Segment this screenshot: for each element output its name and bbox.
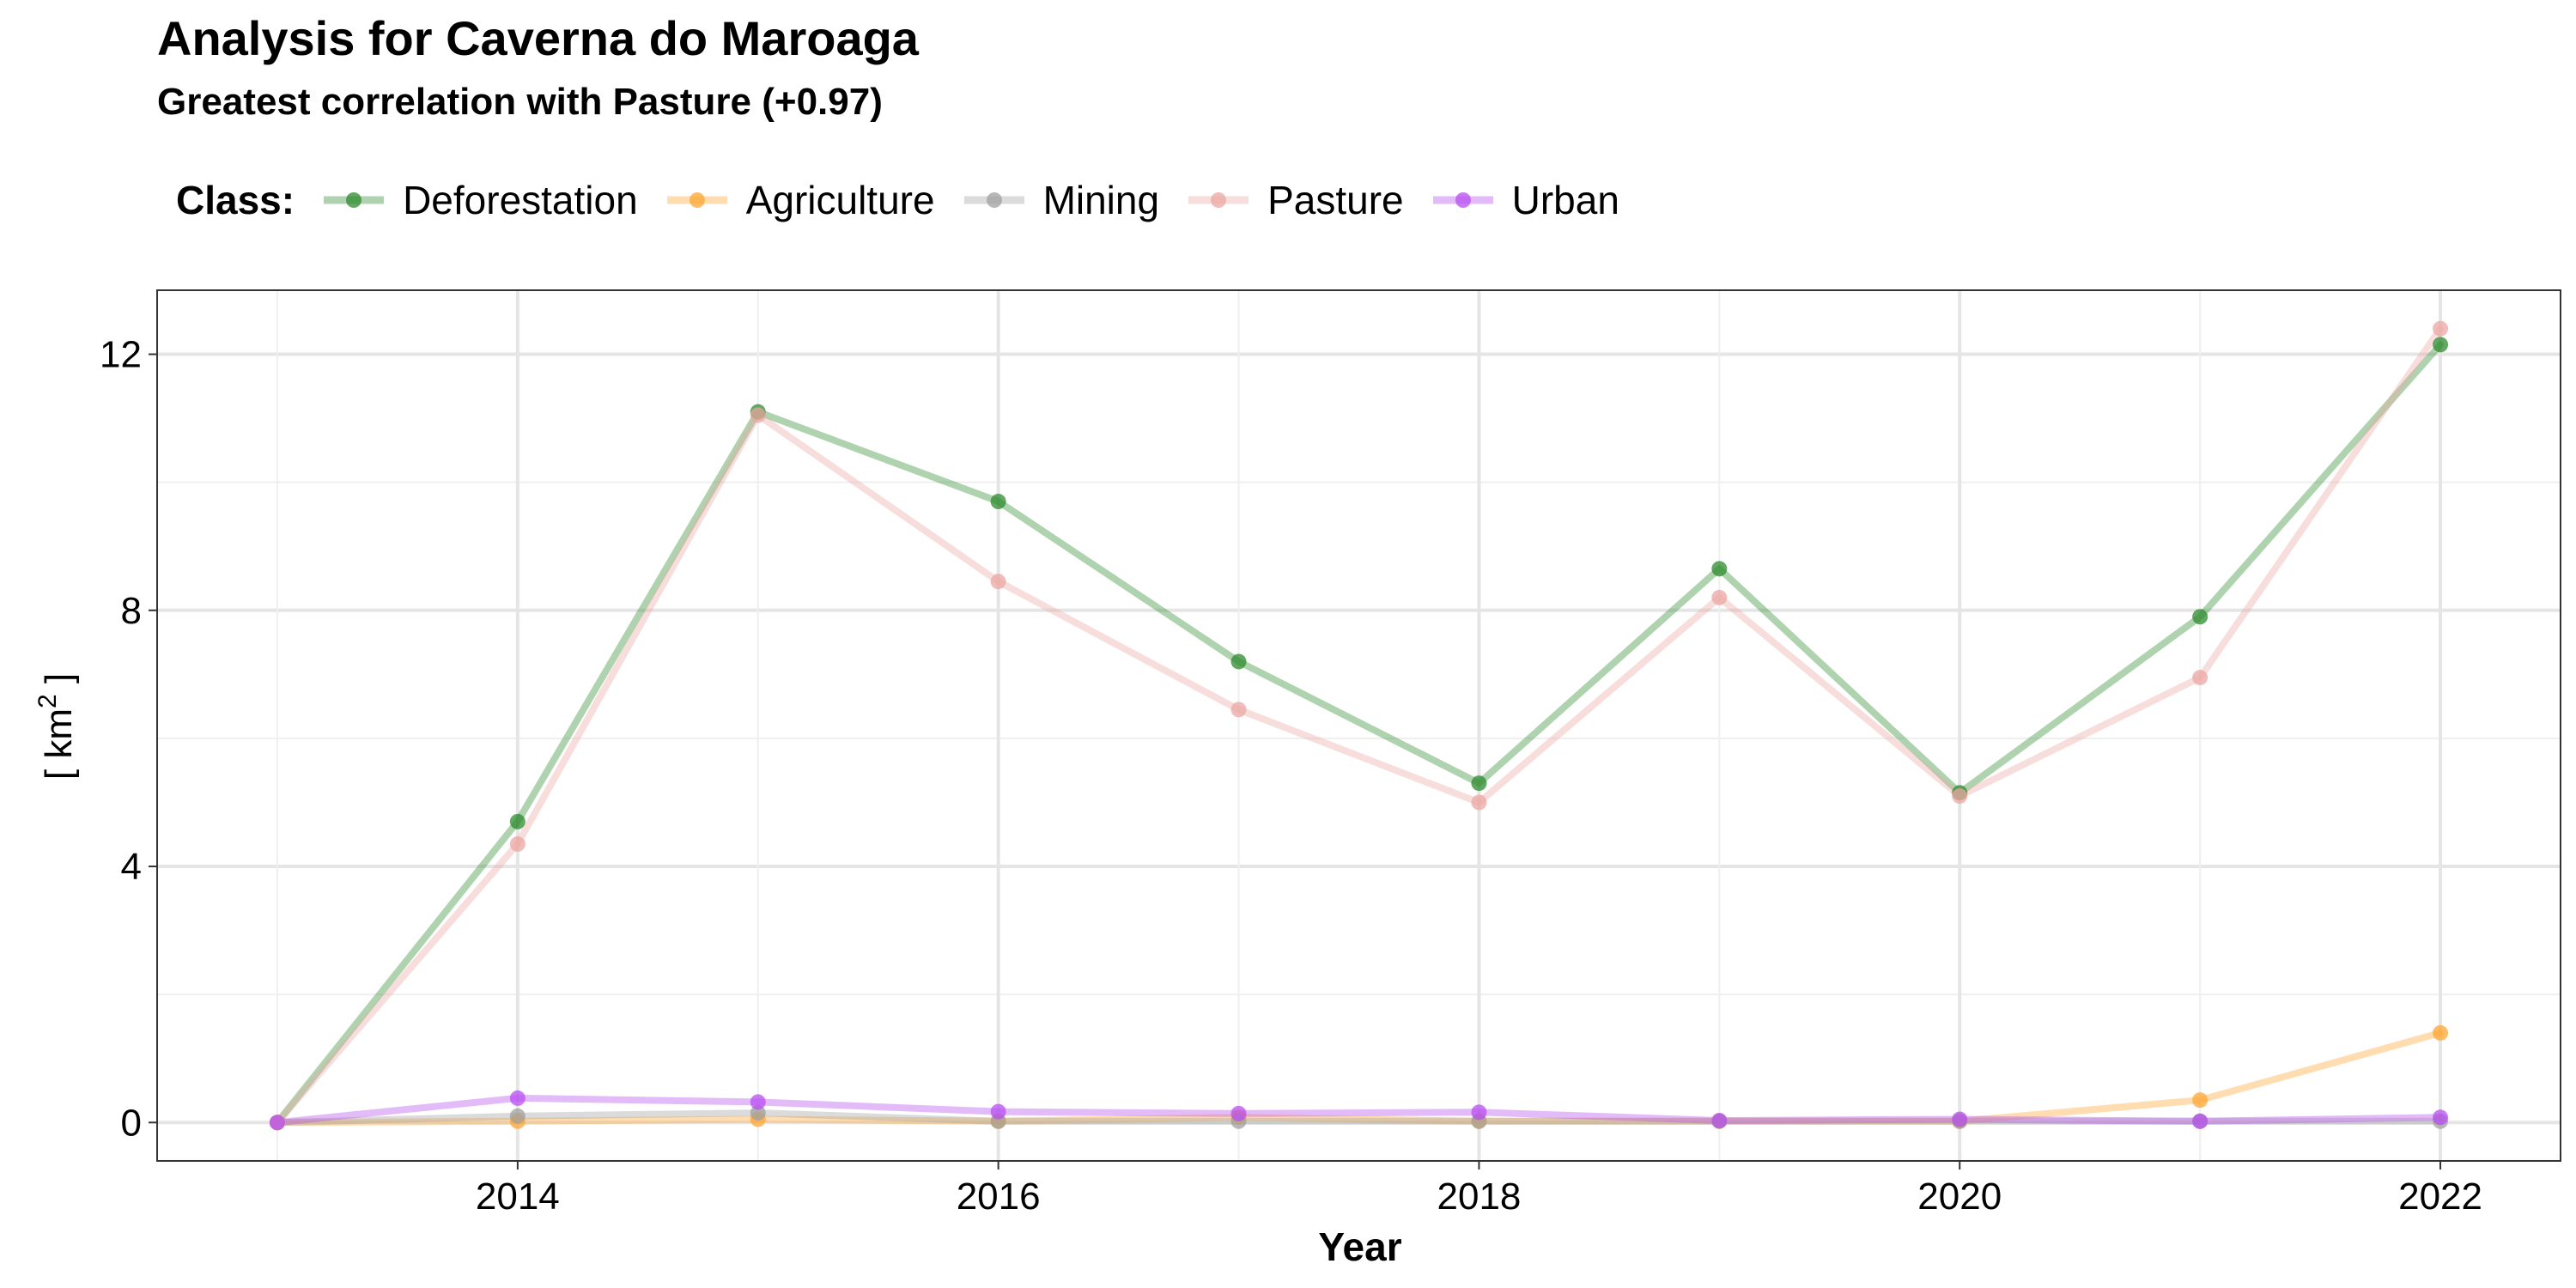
series-line-mining	[274, 1109, 2444, 1127]
legend: Class: Deforestation Agriculture Mining …	[176, 172, 1645, 228]
legend-key-deforestation	[324, 192, 385, 208]
data-point-deforestation	[1711, 561, 1728, 577]
data-point-deforestation	[990, 494, 1006, 510]
data-point-urban	[750, 1094, 766, 1110]
data-point-deforestation	[2192, 609, 2208, 625]
data-point-pasture	[1471, 794, 1487, 811]
legend-item-pasture: Pasture	[1185, 172, 1404, 228]
data-point-agriculture	[2192, 1092, 2208, 1109]
y-tick-label: 4	[121, 846, 142, 888]
data-point-pasture	[750, 407, 766, 423]
series-layer	[269, 320, 2449, 1131]
data-point-urban	[509, 1090, 526, 1106]
x-tick-label: 2016	[957, 1176, 1041, 1218]
legend-item-agriculture: Agriculture	[664, 172, 935, 228]
data-point-urban	[1952, 1111, 1968, 1127]
data-point-deforestation	[1230, 653, 1247, 670]
data-point-urban	[1230, 1105, 1247, 1121]
x-tick-label: 2020	[1917, 1176, 2002, 1218]
data-point-pasture	[2433, 320, 2449, 337]
legend-label-urban: Urban	[1511, 178, 1619, 222]
legend-key-mining	[963, 192, 1024, 208]
legend-key-pasture	[1188, 192, 1249, 208]
data-point-urban	[990, 1103, 1006, 1120]
data-point-deforestation	[2433, 337, 2449, 353]
legend-label-deforestation: Deforestation	[403, 178, 638, 222]
data-point-urban	[1711, 1113, 1728, 1129]
y-axis-title: [ km2 ]	[33, 673, 80, 780]
data-point-pasture	[1230, 702, 1247, 718]
data-point-agriculture	[2433, 1024, 2449, 1041]
axes: 0 4 8 12 2014 2016 2018 2020 2022	[100, 334, 2482, 1218]
data-point-deforestation	[1471, 775, 1487, 792]
data-point-pasture	[1952, 788, 1968, 805]
data-point-pasture	[509, 835, 526, 852]
legend-title: Class:	[176, 178, 295, 222]
y-tick-label: 0	[121, 1102, 142, 1144]
grid	[157, 290, 2561, 1161]
data-point-mining	[750, 1105, 766, 1121]
data-point-urban	[2433, 1109, 2449, 1126]
panel-border	[156, 289, 2561, 1162]
data-point-pasture	[990, 574, 1006, 590]
chart-subtitle: Greatest correlation with Pasture (+0.97…	[157, 81, 883, 123]
series-line-deforestation	[274, 341, 2444, 1127]
legend-label-pasture: Pasture	[1267, 178, 1404, 222]
data-point-pasture	[2192, 670, 2208, 686]
data-point-urban	[269, 1115, 285, 1131]
chart-title: Analysis for Caverna do Maroaga	[157, 11, 919, 65]
y-axis-title-base: [ km	[38, 708, 80, 780]
legend-label-agriculture: Agriculture	[745, 178, 935, 222]
legend-key-urban	[1432, 192, 1493, 208]
data-point-deforestation	[509, 813, 526, 829]
data-point-urban	[2192, 1113, 2208, 1129]
x-tick-label: 2022	[2398, 1176, 2482, 1218]
legend-item-urban: Urban	[1430, 172, 1619, 228]
series-line-agriculture	[274, 1029, 2444, 1127]
y-tick-label: 12	[100, 334, 142, 376]
x-tick-label: 2014	[476, 1176, 560, 1218]
series-line-urban	[274, 1094, 2444, 1127]
series-line-pasture	[274, 325, 2444, 1127]
x-tick-label: 2018	[1437, 1176, 1522, 1218]
y-axis-title-end: ]	[38, 673, 80, 694]
data-point-urban	[1471, 1104, 1487, 1121]
y-axis-title-superscript: 2	[33, 694, 62, 708]
legend-label-mining: Mining	[1042, 178, 1160, 222]
y-tick-label: 8	[121, 590, 142, 632]
legend-item-deforestation: Deforestation	[320, 172, 638, 228]
data-point-mining	[509, 1108, 526, 1124]
x-axis-title: Year	[1318, 1224, 1401, 1269]
legend-item-mining: Mining	[961, 172, 1160, 228]
data-point-pasture	[1711, 589, 1728, 605]
legend-key-agriculture	[666, 192, 727, 208]
